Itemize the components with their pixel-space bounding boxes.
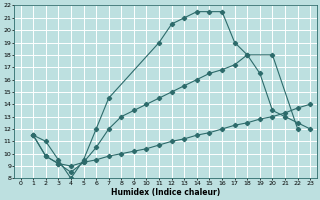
X-axis label: Humidex (Indice chaleur): Humidex (Indice chaleur) [111, 188, 220, 197]
